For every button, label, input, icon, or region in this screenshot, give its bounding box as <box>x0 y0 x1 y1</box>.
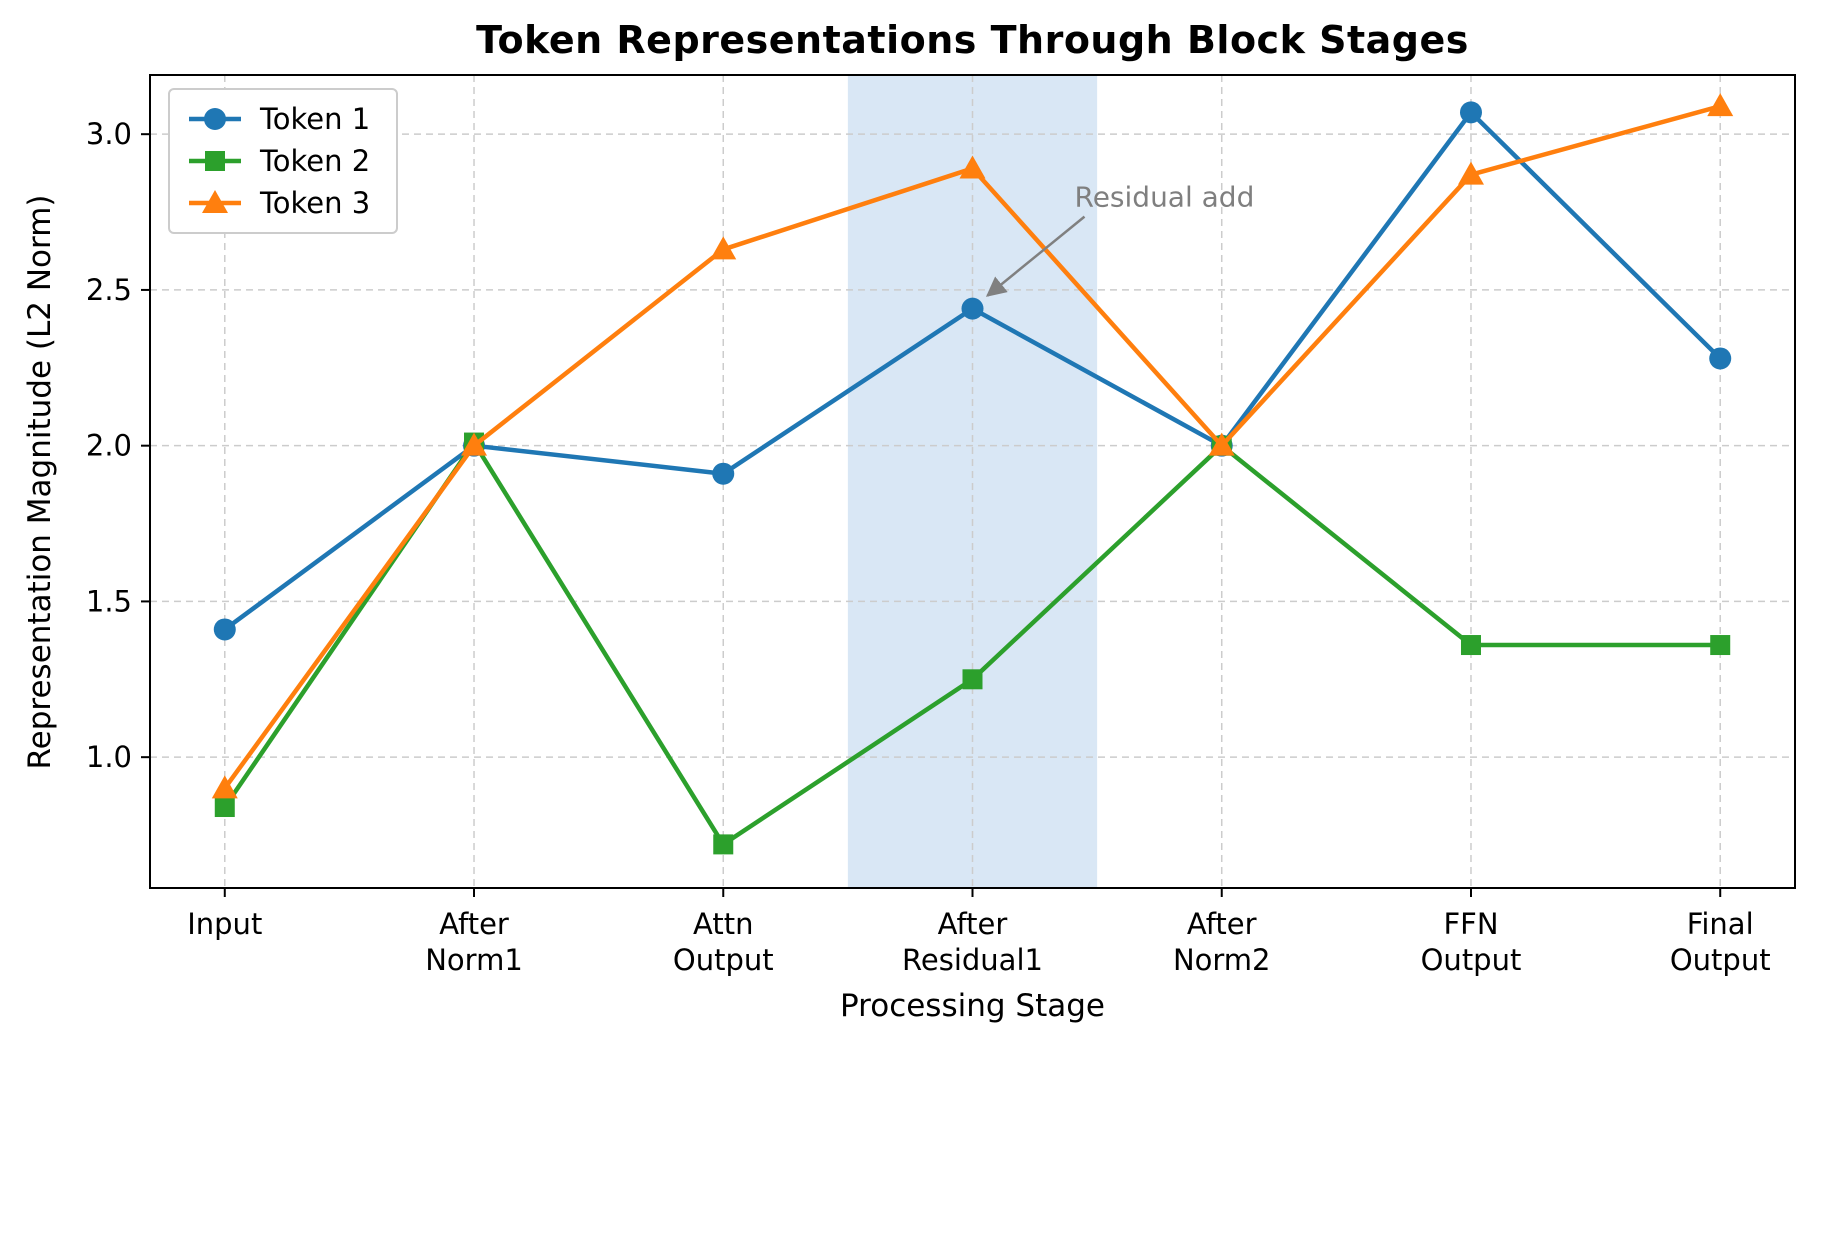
triangle-marker-icon <box>189 190 241 213</box>
legend-label: Token 1 <box>260 102 371 136</box>
x-tick-label: Attn Output <box>673 907 774 977</box>
x-tick-label: FFN Output <box>1421 907 1522 977</box>
data-point-triangle <box>710 236 737 260</box>
data-point-circle <box>712 462 735 485</box>
x-tick-label: Input <box>187 907 262 941</box>
chart-title: Token Representations Through Block Stag… <box>476 18 1469 62</box>
x-tick-label: After Norm1 <box>425 907 523 977</box>
square-marker-icon <box>189 151 241 171</box>
data-point-triangle <box>202 190 228 213</box>
x-tick-label: After Norm2 <box>1173 907 1271 977</box>
y-tick-label: 2.0 <box>86 429 132 463</box>
legend-label: Token 3 <box>260 186 371 220</box>
data-point-triangle <box>461 432 488 456</box>
data-point-square <box>713 834 734 855</box>
data-point-circle <box>204 108 226 130</box>
data-point-circle <box>1459 101 1482 124</box>
series-token-3 <box>211 93 1734 799</box>
y-tick-label: 3.0 <box>86 117 132 151</box>
legend-label: Token 2 <box>260 144 371 178</box>
data-point-triangle <box>211 775 238 799</box>
data-point-triangle <box>959 155 986 179</box>
data-point-square <box>962 669 983 690</box>
legend: Token 1 Token 2 Token 3 <box>168 88 399 234</box>
x-tick-label: After Residual1 <box>902 907 1043 977</box>
legend-item-token-3: Token 3 <box>186 186 370 220</box>
data-point-circle <box>1709 347 1732 370</box>
y-tick-label: 2.5 <box>86 273 132 307</box>
x-axis-label: Processing Stage <box>840 988 1105 1024</box>
circle-marker-icon <box>189 108 241 130</box>
annotation-arrow <box>985 215 1086 297</box>
y-tick-label: 1.0 <box>86 740 132 774</box>
data-point-square <box>214 797 235 818</box>
y-tick-label: 1.5 <box>86 584 132 618</box>
data-point-circle <box>213 618 236 641</box>
legend-item-token-1: Token 1 <box>186 102 370 136</box>
legend-item-token-2: Token 2 <box>186 144 370 178</box>
annotation-text: Residual add <box>1075 181 1255 214</box>
data-point-triangle <box>1707 93 1734 117</box>
data-point-triangle <box>1208 432 1235 456</box>
data-point-triangle <box>1457 161 1484 185</box>
data-point-square <box>1710 635 1731 656</box>
x-tick-label: Final Output <box>1670 907 1771 977</box>
data-point-square <box>205 151 225 171</box>
data-point-circle <box>961 297 984 320</box>
data-point-square <box>1460 635 1481 656</box>
